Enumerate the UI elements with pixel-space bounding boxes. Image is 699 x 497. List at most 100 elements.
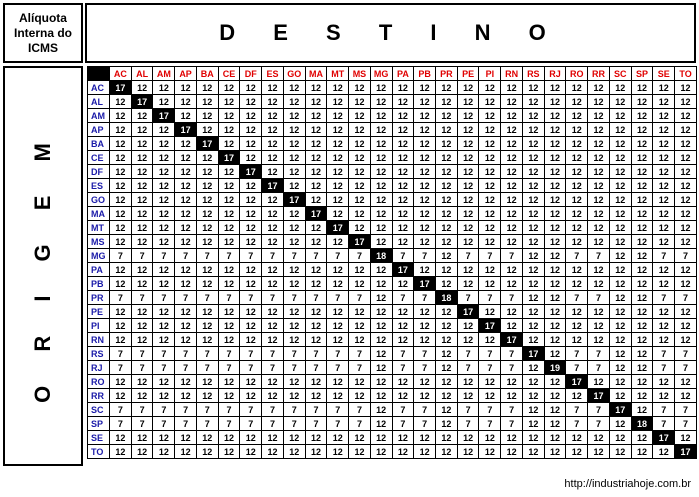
rate-cell: 12 — [652, 332, 676, 347]
table-row: AL 12 17 12 12 12 12 12 12 12 12 12 12 12 12 12 12 12 12 12… — [87, 94, 697, 109]
rate-cell: 12 — [304, 234, 328, 249]
rate-cell: 12 — [652, 304, 676, 319]
rate-cell: 12 — [239, 80, 263, 95]
rate-cell: 12 — [109, 108, 132, 123]
rate-cell: 12 — [326, 206, 350, 221]
rate-cell: 12 — [565, 122, 589, 137]
rate-cell: 7 — [587, 416, 610, 431]
column-header-ac: AC — [109, 66, 132, 81]
rate-cell: 12 — [413, 304, 437, 319]
origin-header: O R I G E M — [30, 129, 55, 403]
rate-cell: 12 — [435, 416, 458, 431]
rate-cell: 12 — [587, 94, 610, 109]
rate-cell: 12 — [478, 164, 502, 179]
rate-cell: 12 — [195, 108, 219, 123]
rate-cell: 12 — [152, 374, 176, 389]
rate-cell: 7 — [282, 416, 306, 431]
rate-cell: 12 — [413, 318, 437, 333]
table-row: AP 12 12 12 17 12 12 12 12 12 12 12 12 12 12 12 12 12 12 12… — [87, 122, 697, 137]
rate-cell: 12 — [261, 108, 284, 123]
rate-cell: 12 — [217, 164, 241, 179]
rate-cell: 7 — [652, 402, 676, 417]
row-header-es: ES — [87, 178, 110, 193]
rate-cell: 7 — [413, 346, 437, 361]
rate-cell: 12 — [435, 150, 458, 165]
rate-cell: 12 — [217, 332, 241, 347]
rate-cell: 12 — [543, 164, 567, 179]
rate-cell: 12 — [130, 136, 154, 151]
rate-cell: 12 — [130, 234, 154, 249]
rate-cell: 12 — [674, 150, 697, 165]
rate-cell: 12 — [521, 164, 545, 179]
rate-cell: 12 — [369, 332, 393, 347]
rate-cell: 7 — [565, 416, 589, 431]
rate-cell: 12 — [282, 276, 306, 291]
rate-cell: 7 — [195, 290, 219, 305]
rate-cell: 12 — [543, 150, 567, 165]
rate-cell: 7 — [195, 360, 219, 375]
rate-cell: 17 — [674, 444, 697, 459]
rate-cell: 12 — [348, 332, 371, 347]
rate-cell: 12 — [456, 220, 480, 235]
rate-cell: 12 — [674, 164, 697, 179]
rate-cell: 12 — [500, 206, 523, 221]
rate-cell: 7 — [456, 346, 480, 361]
rate-cell: 12 — [239, 318, 263, 333]
table-row: MS 12 12 12 12 12 12 12 12 12 12 12 17 12 12 12 12 12 12 12… — [87, 234, 697, 249]
rate-cell: 7 — [326, 402, 350, 417]
rate-cell: 12 — [217, 318, 241, 333]
rate-cell: 7 — [478, 402, 502, 417]
rate-cell: 12 — [304, 262, 328, 277]
rate-cell: 12 — [565, 108, 589, 123]
rate-cell: 12 — [413, 122, 437, 137]
rate-cell: 12 — [174, 318, 197, 333]
rate-cell: 12 — [608, 360, 632, 375]
rate-cell: 12 — [587, 374, 610, 389]
rate-cell: 7 — [217, 360, 241, 375]
rate-cell: 7 — [109, 360, 132, 375]
rate-cell: 7 — [478, 416, 502, 431]
rate-cell: 12 — [652, 122, 676, 137]
rate-cell: 12 — [304, 192, 328, 207]
rate-cell: 17 — [326, 220, 350, 235]
rate-cell: 12 — [543, 248, 567, 263]
rate-cell: 12 — [195, 192, 219, 207]
rate-cell: 7 — [326, 360, 350, 375]
rate-cell: 12 — [543, 206, 567, 221]
rate-cell: 7 — [304, 402, 328, 417]
rate-cell: 12 — [130, 374, 154, 389]
rate-cell: 12 — [109, 332, 132, 347]
rate-cell: 12 — [195, 304, 219, 319]
rate-cell: 18 — [630, 416, 654, 431]
rate-cell: 7 — [391, 402, 415, 417]
rate-cell: 12 — [413, 262, 437, 277]
rate-cell: 12 — [435, 122, 458, 137]
rate-cell: 12 — [630, 262, 654, 277]
source-link[interactable]: http://industriahoje.com.br — [564, 478, 691, 490]
rate-cell: 12 — [369, 402, 393, 417]
rate-cell: 12 — [543, 332, 567, 347]
rate-cell: 12 — [456, 192, 480, 207]
rate-cell: 12 — [565, 164, 589, 179]
rate-cell: 12 — [608, 248, 632, 263]
rate-cell: 12 — [435, 430, 458, 445]
column-header-rn: RN — [500, 66, 523, 81]
rate-cell: 12 — [630, 388, 654, 403]
rate-cell: 12 — [174, 304, 197, 319]
rate-cell: 12 — [587, 136, 610, 151]
rate-cell: 7 — [587, 290, 610, 305]
row-header-ap: AP — [87, 122, 110, 137]
rate-cell: 12 — [391, 192, 415, 207]
rate-cell: 12 — [521, 374, 545, 389]
rate-cell: 12 — [543, 80, 567, 95]
column-header-pe: PE — [456, 66, 480, 81]
rate-cell: 12 — [348, 108, 371, 123]
rate-cell: 7 — [478, 360, 502, 375]
rate-cell: 12 — [348, 164, 371, 179]
rate-cell: 12 — [304, 430, 328, 445]
rate-cell: 12 — [478, 220, 502, 235]
rate-cell: 12 — [239, 276, 263, 291]
rate-cell: 12 — [587, 262, 610, 277]
rate-cell: 12 — [217, 234, 241, 249]
rate-cell: 12 — [326, 150, 350, 165]
